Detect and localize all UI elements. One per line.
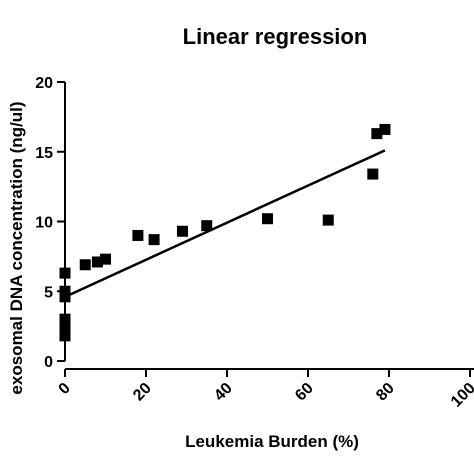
y-tick-label: 0 bbox=[44, 354, 53, 371]
data-point bbox=[322, 214, 334, 226]
data-point bbox=[59, 319, 71, 331]
data-point bbox=[59, 330, 71, 342]
data-series bbox=[59, 123, 391, 342]
x-axis: 0 20 40 60 80 100 bbox=[56, 368, 474, 411]
x-tick-label: 80 bbox=[373, 380, 398, 405]
x-tick-label: 0 bbox=[56, 380, 74, 398]
y-tick-label: 15 bbox=[35, 145, 53, 162]
y-tick-label: 20 bbox=[35, 75, 53, 92]
data-point bbox=[59, 267, 71, 279]
chart-title: Linear regression bbox=[183, 24, 368, 49]
data-point bbox=[201, 220, 213, 232]
data-point bbox=[132, 229, 144, 241]
data-point bbox=[148, 234, 160, 246]
data-point bbox=[371, 128, 383, 140]
data-point bbox=[176, 225, 188, 237]
x-axis-label: Leukemia Burden (%) bbox=[185, 432, 359, 451]
data-point bbox=[91, 256, 103, 268]
data-point bbox=[59, 313, 71, 325]
data-point bbox=[59, 324, 71, 336]
data-point bbox=[367, 168, 379, 180]
y-axis-label: exosomal DNA concentration (ng/ul) bbox=[7, 101, 26, 394]
x-tick-label: 60 bbox=[292, 380, 317, 405]
data-point bbox=[79, 259, 91, 271]
regression-line bbox=[64, 149, 386, 298]
data-point bbox=[262, 213, 273, 225]
x-tick-label: 20 bbox=[130, 380, 155, 405]
data-point bbox=[100, 253, 111, 265]
x-tick-label: 100 bbox=[448, 380, 474, 411]
data-point bbox=[59, 291, 71, 303]
data-point bbox=[59, 285, 71, 297]
y-tick-label: 5 bbox=[44, 284, 53, 301]
data-point bbox=[379, 123, 391, 135]
y-tick-label: 10 bbox=[35, 215, 53, 232]
x-tick-label: 40 bbox=[211, 380, 236, 405]
